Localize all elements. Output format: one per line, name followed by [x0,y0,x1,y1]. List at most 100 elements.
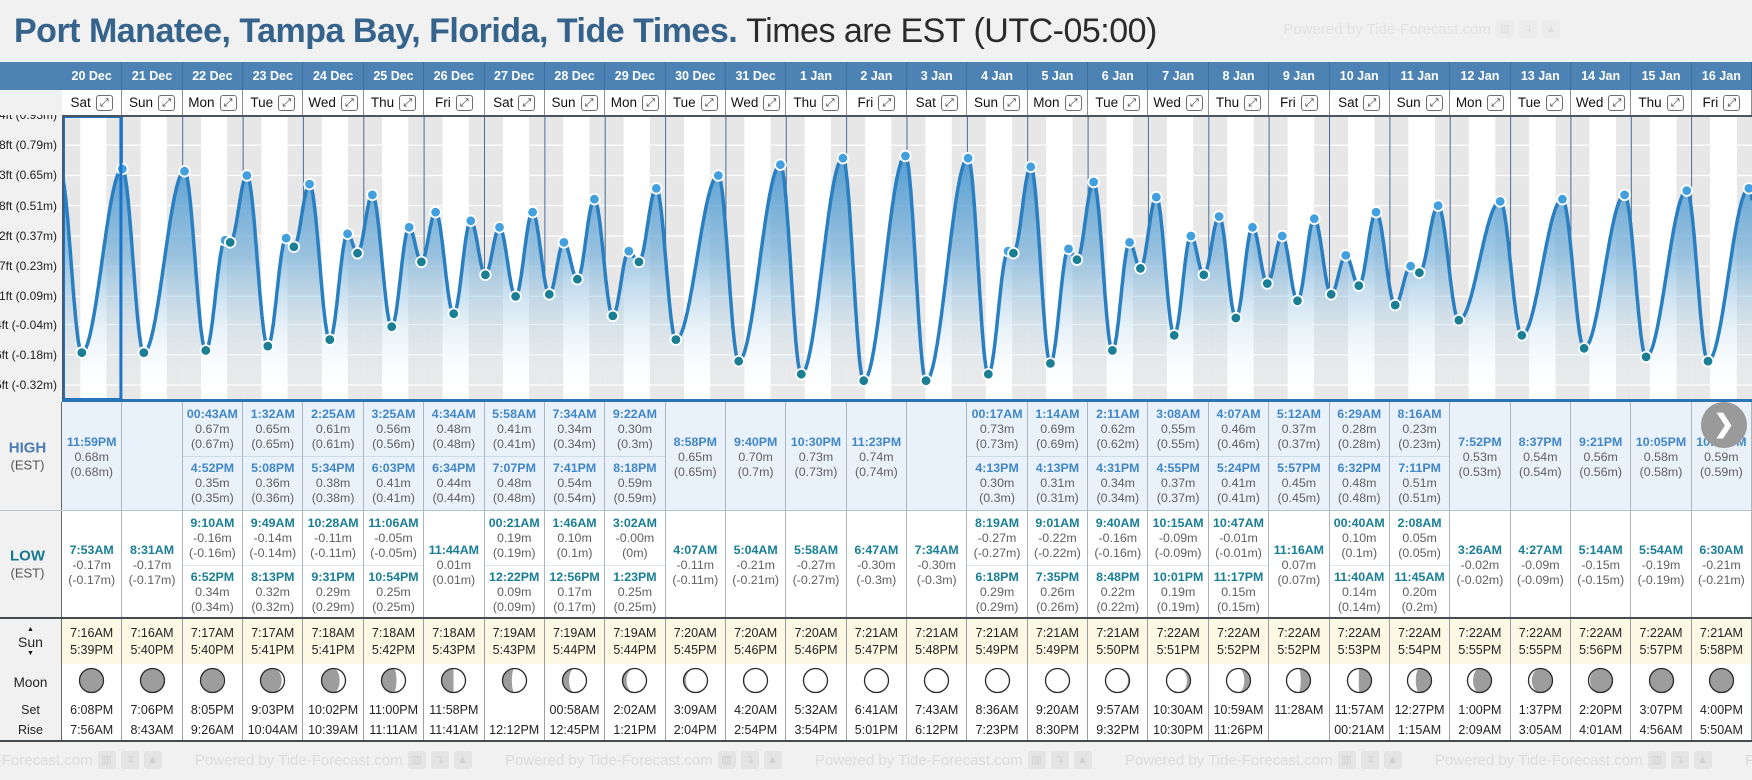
expand-day-button[interactable]: ⤢ [1185,94,1203,111]
page-header: Port Manatee, Tampa Bay, Florida, Tide T… [0,0,1752,62]
expand-day-button[interactable]: ⤢ [1123,94,1141,111]
tide-height-alt: (-0.09m) [1516,572,1564,587]
expand-day-button[interactable]: ⤢ [95,94,113,111]
moon-phase-cell [605,664,666,700]
tide-time: 9:31PM [311,570,355,584]
tide-height: 0.22m [1100,585,1135,599]
sunrise-time: 7:17AM [251,625,295,640]
sunset-arrow-icon[interactable]: ▼ [27,649,34,657]
expand-day-button[interactable]: ⤢ [278,94,296,111]
tide-height-alt: (0.25m) [613,600,657,614]
tide-height: 0.48m [436,422,472,436]
sun-label: Sun [18,633,43,650]
expand-day-button[interactable]: ⤢ [1545,94,1563,111]
tide-entry: 10:15AM -0.09m (-0.09m) [1148,516,1207,561]
moonset-time-cell: 2:20PM [1571,700,1632,720]
tide-entry: 8:48PM 0.22m (0.22m) [1088,565,1148,615]
moon-phase-icon [78,667,105,697]
tide-height: 0.56m [1583,449,1618,464]
high-tide-cell: 7:52PM 0.53m (0.53m) [1450,402,1511,510]
high-tide-row: HIGH (EST) 11:59PM 0.68m (0.68m) 00:43AM 0.6… [0,402,1752,510]
tide-entry: 11:45AM 0.20m (0.2m) [1389,565,1450,615]
tide-time: 7:41PM [552,461,597,475]
expand-day-button[interactable]: ⤢ [340,94,358,111]
expand-day-button[interactable]: ⤢ [700,94,718,111]
expand-day-button[interactable]: ⤢ [1487,94,1505,111]
expand-day-button[interactable]: ⤢ [940,94,958,111]
weekday-label: Sat [915,95,936,110]
tide-height-alt: (0.55m) [1156,437,1200,451]
moonrise-time-cell: 1:21PM [605,720,666,740]
weekday-cell: Fri ⤢ [1269,90,1330,115]
moonrise-time-cell: 6:12PM [907,720,968,740]
expand-day-button[interactable]: ⤢ [1723,94,1741,111]
expand-day-button[interactable]: ⤢ [1608,94,1626,111]
expand-day-button[interactable]: ⤢ [1244,94,1262,111]
y-axis-tick-label: 0.31ft (0.09m) [0,289,57,304]
watermark-text: Powered by Tide-Forecast.com [0,751,93,769]
tide-entry: 1:46AM 0.10m (0.1m) [545,516,604,561]
moon-phase-icon [863,667,890,697]
tide-time: 12:56PM [549,570,600,584]
sunset-time: 5:47PM [854,642,898,657]
expand-day-button[interactable]: ⤢ [1064,94,1082,111]
date-cell: 8 Jan [1209,62,1270,90]
expand-day-button[interactable]: ⤢ [1003,94,1021,111]
tide-height: -0.22m [1038,531,1077,545]
tide-entry: 11:17PM 0.15m (0.15m) [1208,565,1269,615]
sunrise-arrow-icon[interactable]: ▲ [27,625,34,633]
tide-height-alt: (0.38m) [311,491,355,505]
tide-height-alt: (0.65m) [673,464,717,479]
watermark-wave-icon: ↴ [1519,20,1537,38]
sun-times-cell: 7:17AM 5:40PM [183,619,244,664]
date-cell: 15 Jan [1631,62,1692,90]
next-dates-button[interactable]: ❯ [1701,402,1747,448]
sun-times-cell: 7:22AM 5:52PM [1209,619,1270,664]
tide-time: 4:27AM [1518,542,1563,557]
sunrise-time: 7:21AM [854,625,898,640]
expand-day-button[interactable]: ⤢ [518,94,536,111]
expand-day-button[interactable]: ⤢ [1363,94,1381,111]
tide-time: 8:19AM [975,516,1020,530]
tide-height-alt: (0.68m) [70,464,114,479]
weekday-cell: Sat ⤢ [907,90,968,115]
tide-height-alt: (-0.11m) [310,546,357,560]
tide-height-alt: (0.62m) [1096,437,1140,451]
date-cell: 10 Jan [1330,62,1390,90]
tide-height: 0.38m [315,476,351,490]
expand-day-button[interactable]: ⤢ [1300,94,1318,111]
moonrise-time-cell: 7:56AM [62,720,123,740]
tide-height-alt: (-0.15m) [1577,572,1625,587]
weekday-label: Thu [1638,95,1662,110]
tide-entry: 5:54AM -0.19m (-0.19m) [1631,543,1690,588]
moon-phase-icon [1406,667,1433,697]
tide-curve-chart [62,115,1752,402]
high-tide-cell: 8:58PM 0.65m (0.65m) [666,402,726,510]
moon-phase-cell [243,664,304,700]
tide-entry: 11:59PM 0.68m (0.68m) [62,435,121,480]
tide-time: 2:11AM [1096,407,1140,421]
tide-height-alt: (0.37m) [1156,491,1200,505]
tide-entry: 8:58PM 0.65m (0.65m) [666,435,725,480]
expand-day-button[interactable]: ⤢ [158,94,176,111]
expand-day-button[interactable]: ⤢ [1425,94,1443,111]
expand-day-button[interactable]: ⤢ [642,94,660,111]
expand-day-button[interactable]: ⤢ [399,94,417,111]
tide-entry: 4:52PM 0.35m (0.35m) [182,456,243,506]
date-cell: 13 Jan [1511,62,1571,90]
moon-row-header: Moon [0,664,62,700]
tide-height-alt: (-0.09m) [1154,546,1202,560]
expand-day-button[interactable]: ⤢ [1666,94,1684,111]
expand-day-button[interactable]: ⤢ [455,94,473,111]
expand-day-button[interactable]: ⤢ [219,94,237,111]
expand-day-button[interactable]: ⤢ [821,94,839,111]
tide-height: 0.59m [1704,449,1739,464]
tide-time: 3:26AM [1457,542,1502,557]
low-tide-cell: 9:01AM -0.22m (-0.22m) 7:35PM 0.26m (0.26m) [1027,511,1089,617]
low-tide-cell: 10:47AM -0.01m (-0.01m) 11:17PM 0.15m (0.15m) [1208,511,1270,617]
expand-day-button[interactable]: ⤢ [763,94,781,111]
expand-day-button[interactable]: ⤢ [580,94,598,111]
weekday-label: Sat [70,95,91,110]
high-tide-cell: 4:34AM 0.48m (0.48m) 6:34PM 0.44m (0.44m) [424,402,485,510]
expand-day-button[interactable]: ⤢ [878,94,896,111]
